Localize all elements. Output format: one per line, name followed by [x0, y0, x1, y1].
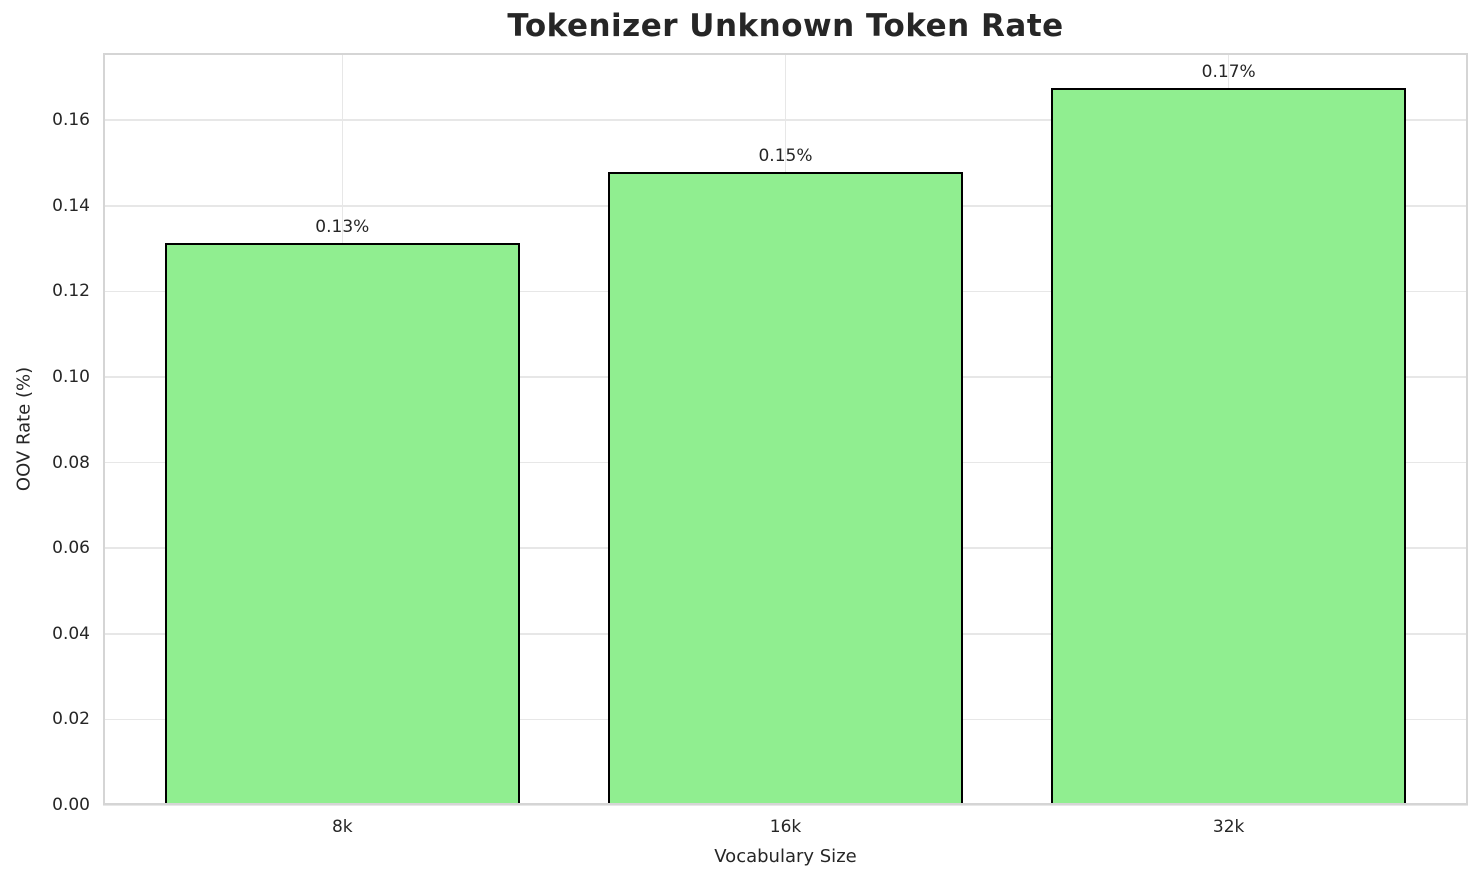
bar-value-label: 0.15%: [758, 145, 813, 166]
bar-8k: [165, 242, 520, 805]
x-tick-label: 16k: [769, 817, 802, 837]
y-tick-label: 0.00: [52, 795, 90, 815]
chart-title: Tokenizer Unknown Token Rate: [507, 8, 1064, 44]
bar-value-label: 0.13%: [315, 216, 370, 237]
y-tick-label: 0.12: [52, 281, 90, 302]
bar-value-label: 0.17%: [1201, 62, 1256, 83]
y-tick-label: 0.16: [52, 110, 90, 131]
y-tick-label: 0.14: [52, 195, 90, 216]
y-tick-label: 0.06: [52, 538, 90, 559]
y-tick-label: 0.10: [52, 366, 90, 387]
x-tick-label: 8k: [331, 817, 353, 837]
horizontal-gridline: [103, 804, 1468, 806]
x-axis-label: Vocabulary Size: [714, 846, 857, 867]
bar-32k: [1051, 88, 1406, 805]
y-tick-label: 0.04: [52, 623, 90, 644]
y-tick-label: 0.08: [52, 452, 90, 473]
bar-16k: [608, 171, 963, 805]
x-tick-label: 32k: [1212, 817, 1245, 837]
y-tick-label: 0.02: [52, 709, 90, 730]
